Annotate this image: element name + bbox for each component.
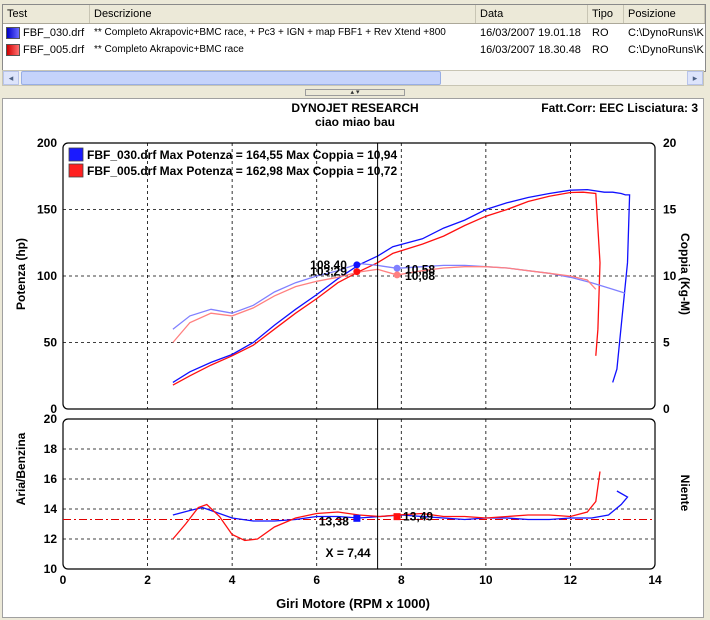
chart-title: DYNOJET RESEARCH bbox=[291, 101, 418, 115]
dyno-chart: DYNOJET RESEARCH ciao miao bau Fatt.Corr… bbox=[14, 101, 698, 611]
data-point-marker bbox=[353, 261, 361, 269]
top-y-left-tick: 0 bbox=[50, 402, 57, 416]
table-cell-data: 16/03/2007 18.30.48 bbox=[480, 44, 581, 56]
table-cell-test: FBF_005.drf bbox=[23, 44, 85, 56]
table-cell-tipo: RO bbox=[592, 44, 609, 56]
data-point-label: 108,40 bbox=[310, 258, 347, 272]
x-tick-label: 10 bbox=[479, 573, 493, 587]
top-y-right-tick: 20 bbox=[663, 136, 677, 150]
bottom-y-left-tick: 12 bbox=[44, 532, 58, 546]
data-point-label: 10,58 bbox=[405, 262, 435, 276]
top-y-left-tick: 100 bbox=[37, 269, 57, 283]
table-cell-descrizione: ** Completo Akrapovic+BMC race bbox=[94, 44, 244, 55]
column-header-posizione[interactable]: Posizione bbox=[624, 5, 705, 23]
horizontal-scrollbar[interactable]: ◂ ▸ bbox=[2, 70, 704, 86]
run-color-swatch bbox=[6, 44, 20, 56]
table-cell-posizione: C:\DynoRuns\K bbox=[628, 27, 704, 39]
x-tick-label: 4 bbox=[229, 573, 236, 587]
legend-entry: FBF_030.drf Max Potenza = 164,55 Max Cop… bbox=[87, 148, 397, 162]
data-point-marker bbox=[353, 268, 361, 276]
top-y-left-tick: 150 bbox=[37, 203, 57, 217]
data-point-marker bbox=[393, 271, 401, 279]
table-cell-test: FBF_030.drf bbox=[23, 27, 85, 39]
runs-table: Test Descrizione Data Tipo Posizione FBF… bbox=[2, 4, 706, 72]
x-axis-label: Giri Motore (RPM x 1000) bbox=[276, 596, 430, 611]
dyno-chart-area: DYNOJET RESEARCH ciao miao bau Fatt.Corr… bbox=[2, 98, 704, 618]
afr-series-line bbox=[172, 490, 629, 522]
legend-entry: FBF_005.drf Max Potenza = 162,98 Max Cop… bbox=[87, 164, 397, 178]
cursor-x-readout: X = 7,44 bbox=[326, 546, 371, 560]
top-y-left-tick: 200 bbox=[37, 136, 57, 150]
table-row[interactable]: FBF_005.drf ** Completo Akrapovic+BMC ra… bbox=[3, 42, 705, 58]
data-point-label: 10,08 bbox=[405, 269, 435, 283]
table-cell-data: 16/03/2007 19.01.18 bbox=[480, 27, 581, 39]
bottom-y-left-tick: 10 bbox=[44, 562, 58, 576]
x-tick-label: 12 bbox=[564, 573, 578, 587]
legend-swatch bbox=[68, 163, 84, 178]
top-y-right-label: Coppia (Kg-M) bbox=[678, 233, 692, 315]
scrollbar-thumb[interactable] bbox=[21, 71, 441, 85]
top-y-right-tick: 15 bbox=[663, 203, 677, 217]
power-series-line bbox=[172, 188, 631, 383]
legend-swatch bbox=[68, 147, 84, 162]
table-cell-tipo: RO bbox=[592, 27, 609, 39]
x-tick-label: 0 bbox=[60, 573, 67, 587]
pane-splitter[interactable]: ▴ ▾ bbox=[305, 89, 405, 96]
chart-dynamic-layer: 0 2 4 6 8 10 12 14 0 50 100 150 200 0 5 10 15 20 10 12 14 16 1… bbox=[37, 136, 677, 587]
table-row[interactable]: FBF_030.drf ** Completo Akrapovic+BMC ra… bbox=[3, 25, 705, 41]
bottom-y-left-tick: 14 bbox=[44, 502, 58, 516]
bottom-y-left-tick: 18 bbox=[44, 442, 58, 456]
table-cell-descrizione: ** Completo Akrapovic+BMC race, + Pc3 + … bbox=[94, 27, 446, 38]
x-tick-label: 8 bbox=[398, 573, 405, 587]
data-point-marker bbox=[353, 514, 361, 522]
column-header-data[interactable]: Data bbox=[476, 5, 588, 23]
run-color-swatch bbox=[6, 27, 20, 39]
top-y-right-tick: 10 bbox=[663, 269, 677, 283]
torque-series-line bbox=[172, 266, 597, 343]
x-tick-label: 14 bbox=[648, 573, 662, 587]
table-header: Test Descrizione Data Tipo Posizione bbox=[3, 5, 705, 24]
power-series-line bbox=[172, 191, 601, 386]
data-point-label: 13,38 bbox=[319, 514, 349, 528]
top-y-left-label: Potenza (hp) bbox=[14, 238, 28, 310]
chart-subtitle: ciao miao bau bbox=[315, 115, 395, 129]
column-header-descrizione[interactable]: Descrizione bbox=[90, 5, 476, 23]
bottom-plot-frame bbox=[62, 418, 656, 570]
column-header-tipo[interactable]: Tipo bbox=[588, 5, 624, 23]
bottom-y-left-tick: 20 bbox=[44, 412, 58, 426]
top-y-right-tick: 0 bbox=[663, 402, 670, 416]
x-tick-label: 6 bbox=[313, 573, 320, 587]
bottom-y-right-label: Niente bbox=[678, 475, 692, 512]
data-point-label: 13,49 bbox=[403, 510, 433, 524]
top-y-right-tick: 5 bbox=[663, 336, 670, 350]
bottom-y-left-tick: 16 bbox=[44, 472, 58, 486]
data-point-label: 103,29 bbox=[310, 265, 347, 279]
scroll-right-button[interactable]: ▸ bbox=[687, 71, 703, 85]
table-cell-posizione: C:\DynoRuns\K bbox=[628, 44, 704, 56]
scroll-left-button[interactable]: ◂ bbox=[3, 71, 19, 85]
data-point-marker bbox=[393, 513, 401, 521]
correction-info: Fatt.Corr: EEC Lisciatura: 3 bbox=[541, 101, 698, 115]
column-header-test[interactable]: Test bbox=[3, 5, 90, 23]
x-tick-label: 2 bbox=[144, 573, 151, 587]
data-point-marker bbox=[393, 264, 401, 272]
top-y-left-tick: 50 bbox=[44, 336, 58, 350]
bottom-y-left-label: Aria/Benzina bbox=[14, 432, 28, 505]
afr-series-line bbox=[172, 471, 601, 542]
